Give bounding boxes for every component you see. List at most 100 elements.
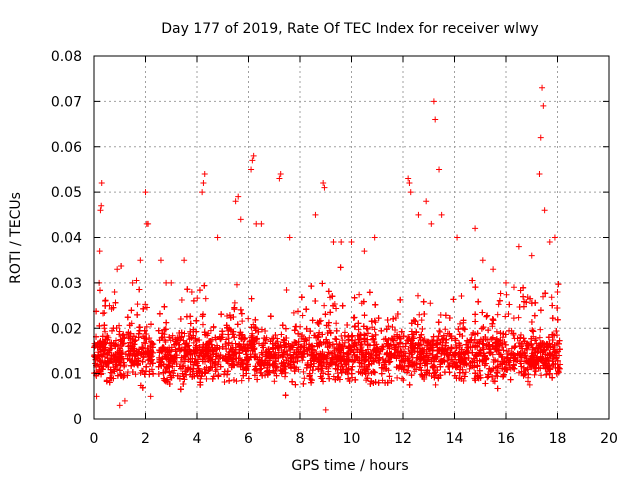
data-point: [180, 337, 187, 344]
data-point: [356, 291, 363, 298]
data-point: [306, 334, 313, 341]
data-point: [545, 334, 552, 341]
data-point: [233, 378, 240, 385]
data-point: [202, 295, 209, 302]
data-point: [536, 334, 543, 341]
data-point: [333, 320, 340, 327]
data-point: [371, 326, 378, 333]
data-point: [142, 301, 149, 308]
data-point: [394, 374, 401, 381]
data-point: [203, 375, 210, 382]
data-point: [308, 283, 315, 290]
data-point: [416, 334, 423, 341]
data-point: [299, 357, 306, 364]
data-point: [223, 313, 230, 320]
data-point: [163, 319, 170, 326]
data-point: [518, 363, 525, 370]
data-point: [525, 378, 532, 385]
data-point: [517, 331, 524, 338]
data-point: [283, 287, 290, 294]
data-point: [515, 369, 522, 376]
data-point: [194, 295, 201, 302]
data-point: [207, 327, 214, 334]
data-point: [295, 330, 302, 337]
data-point: [414, 321, 421, 328]
data-point: [281, 373, 288, 380]
data-point: [400, 333, 407, 340]
data-point: [218, 311, 225, 318]
data-point: [399, 375, 406, 382]
data-point: [416, 364, 423, 371]
data-point: [502, 313, 509, 320]
data-point: [303, 325, 310, 332]
data-point: [457, 320, 464, 327]
data-point: [234, 321, 241, 328]
data-point: [187, 320, 194, 327]
data-point: [537, 326, 544, 333]
data-point: [281, 344, 288, 351]
data-point: [526, 381, 533, 388]
data-point: [384, 317, 391, 324]
data-point: [339, 337, 346, 344]
data-point: [199, 321, 206, 328]
data-point: [301, 375, 308, 382]
data-point: [255, 340, 262, 347]
data-point: [437, 363, 444, 370]
data-point: [221, 379, 228, 386]
data-point: [330, 373, 337, 380]
data-point: [219, 328, 226, 335]
data-point: [271, 378, 278, 385]
data-point: [293, 323, 300, 330]
data-point: [341, 339, 348, 346]
data-point: [245, 315, 252, 322]
data-point: [442, 326, 449, 333]
data-point: [548, 294, 555, 301]
data-point: [495, 301, 502, 308]
data-point: [418, 317, 425, 324]
data-point: [553, 327, 560, 334]
data-point: [397, 296, 404, 303]
data-point: [355, 326, 362, 333]
data-point: [436, 327, 443, 334]
data-point: [510, 315, 517, 322]
data-point: [290, 309, 297, 316]
data-point: [299, 332, 306, 339]
data-point: [503, 291, 510, 298]
data-point: [169, 332, 176, 339]
data-point: [400, 377, 407, 384]
data-point: [386, 345, 393, 352]
data-point: [198, 373, 205, 380]
data-point: [378, 370, 385, 377]
data-point: [531, 371, 538, 378]
data-point: [540, 293, 547, 300]
data-point: [326, 375, 333, 382]
data-point: [167, 337, 174, 344]
data-point: [232, 340, 239, 347]
data-point: [238, 377, 245, 384]
data-point: [427, 300, 434, 307]
data-point: [137, 369, 144, 376]
data-point: [510, 330, 517, 337]
data-point: [181, 376, 188, 383]
data-point: [143, 323, 150, 330]
data-point: [239, 318, 246, 325]
data-point: [528, 319, 535, 326]
data-point: [428, 337, 435, 344]
data-point: [416, 311, 423, 318]
data-point: [385, 337, 392, 344]
data-point: [317, 317, 324, 324]
data-point: [538, 372, 545, 379]
data-point: [493, 328, 500, 335]
data-point: [102, 328, 109, 335]
data-point: [479, 340, 486, 347]
data-point: [233, 281, 240, 288]
data-point: [437, 312, 444, 319]
data-point: [466, 365, 473, 372]
data-point: [389, 336, 396, 343]
data-point: [255, 328, 262, 335]
data-point: [134, 301, 141, 308]
data-point: [299, 312, 306, 319]
data-point: [493, 372, 500, 379]
